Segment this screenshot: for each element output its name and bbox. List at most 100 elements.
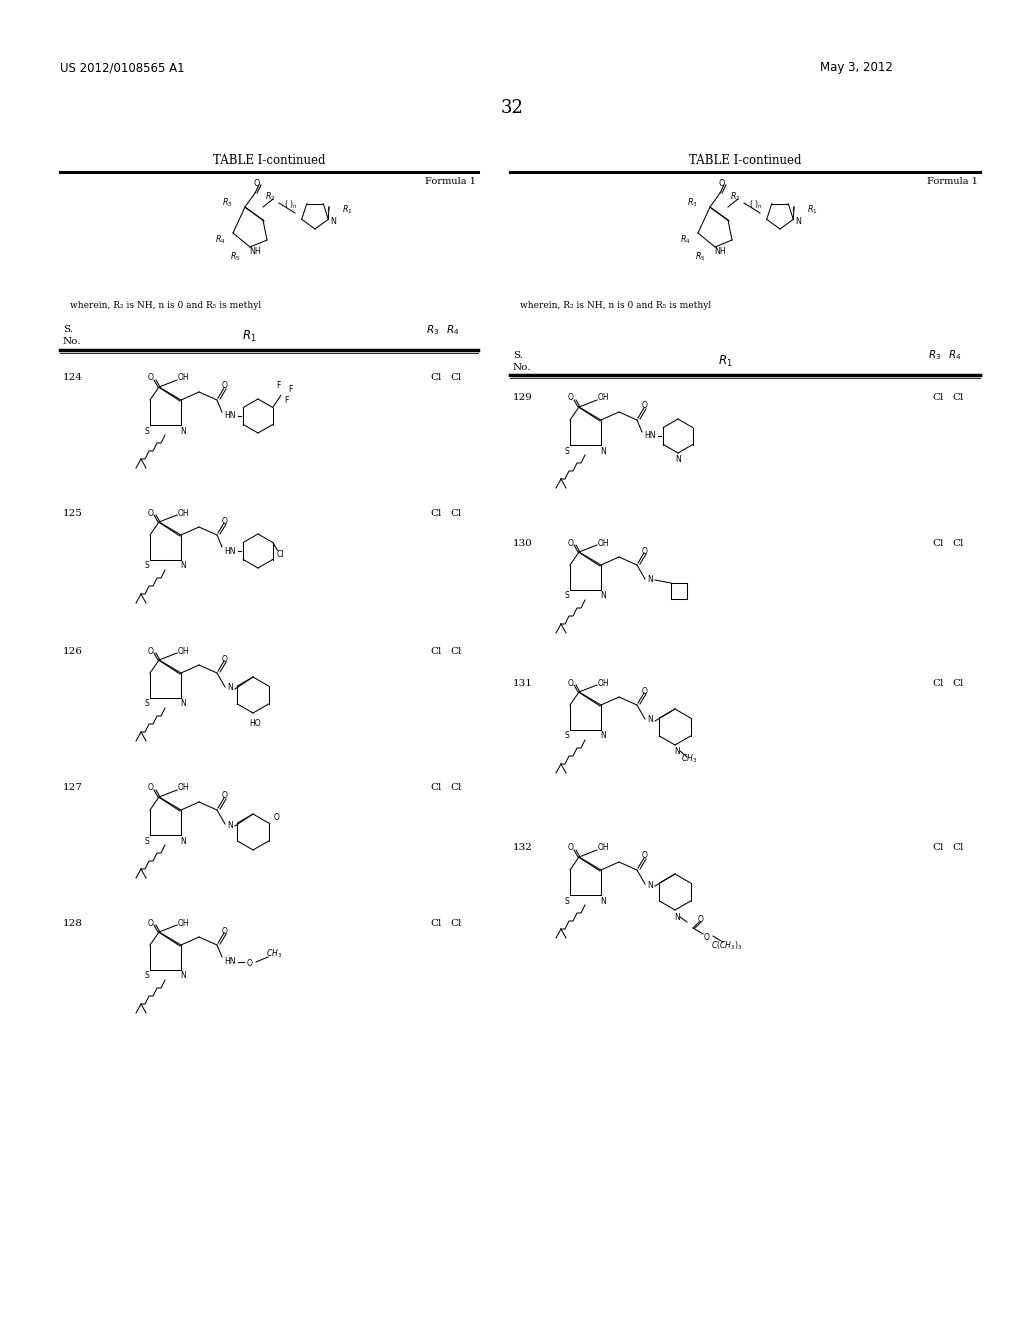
Text: TABLE I-continued: TABLE I-continued	[213, 153, 326, 166]
Text: N: N	[795, 216, 801, 226]
Text: O: O	[642, 686, 648, 696]
Text: $(\ )_n$: $(\ )_n$	[284, 199, 298, 211]
Text: F: F	[276, 381, 281, 389]
Text: O: O	[222, 516, 228, 525]
Text: $R_4$: $R_4$	[446, 323, 460, 337]
Text: N: N	[180, 426, 186, 436]
Text: $R_3$: $R_3$	[929, 348, 942, 362]
Text: Cl: Cl	[952, 393, 964, 403]
Text: F: F	[285, 396, 289, 405]
Text: S: S	[564, 896, 569, 906]
Text: O: O	[254, 178, 260, 187]
Text: 124: 124	[63, 374, 83, 383]
Text: N: N	[647, 880, 653, 890]
Text: O: O	[247, 958, 253, 968]
Text: HN: HN	[224, 957, 236, 966]
Text: O: O	[273, 813, 280, 822]
Text: S: S	[564, 446, 569, 455]
Text: S: S	[564, 731, 569, 741]
Text: OH: OH	[177, 647, 188, 656]
Text: $CH_3$: $CH_3$	[681, 752, 697, 766]
Text: O: O	[719, 178, 725, 187]
Text: Cl: Cl	[430, 784, 441, 792]
Text: O: O	[642, 546, 648, 556]
Text: $R_1$: $R_1$	[242, 329, 256, 343]
Text: N: N	[180, 837, 186, 846]
Text: Cl: Cl	[450, 919, 462, 928]
Text: $CH_3$: $CH_3$	[266, 948, 282, 960]
Text: Cl: Cl	[450, 508, 462, 517]
Text: HN: HN	[224, 412, 236, 421]
Text: NH: NH	[249, 247, 261, 256]
Text: No.: No.	[63, 338, 82, 346]
Text: Cl: Cl	[932, 678, 943, 688]
Text: N: N	[227, 821, 232, 829]
Text: N: N	[647, 576, 653, 585]
Text: N: N	[600, 896, 606, 906]
Text: US 2012/0108565 A1: US 2012/0108565 A1	[60, 62, 184, 74]
Text: N: N	[647, 715, 653, 725]
Text: Cl: Cl	[952, 678, 964, 688]
Text: O: O	[642, 851, 648, 861]
Text: N: N	[600, 446, 606, 455]
Text: O: O	[698, 916, 703, 924]
Text: $R_4$: $R_4$	[215, 234, 225, 247]
Text: Cl: Cl	[430, 374, 441, 383]
Text: O: O	[705, 932, 710, 941]
Text: 125: 125	[63, 508, 83, 517]
Text: O: O	[568, 843, 573, 853]
Text: Cl: Cl	[430, 647, 441, 656]
Text: $R_1$: $R_1$	[342, 203, 352, 216]
Text: F: F	[289, 385, 293, 393]
Text: May 3, 2012: May 3, 2012	[820, 62, 893, 74]
Text: Formula 1: Formula 1	[425, 177, 476, 186]
Text: O: O	[148, 374, 154, 383]
Text: Cl: Cl	[932, 843, 943, 853]
Text: N: N	[180, 972, 186, 981]
Text: OH: OH	[177, 508, 188, 517]
Text: Cl: Cl	[952, 843, 964, 853]
Text: S: S	[564, 591, 569, 601]
Text: O: O	[568, 393, 573, 403]
Text: S.: S.	[63, 326, 73, 334]
Text: S: S	[144, 561, 150, 570]
Text: OH: OH	[177, 919, 188, 928]
Text: N: N	[600, 591, 606, 601]
Text: OH: OH	[597, 393, 609, 403]
Text: $R_3$: $R_3$	[221, 197, 232, 210]
Text: HO: HO	[249, 718, 261, 727]
Text: Cl: Cl	[276, 550, 285, 558]
Text: HN: HN	[224, 546, 236, 556]
Text: $R_2$: $R_2$	[265, 191, 275, 203]
Text: $R_3$: $R_3$	[426, 323, 439, 337]
Text: $C(CH_3)_3$: $C(CH_3)_3$	[712, 940, 742, 952]
Text: 126: 126	[63, 647, 83, 656]
Text: 130: 130	[513, 539, 532, 548]
Text: 132: 132	[513, 843, 532, 853]
Text: OH: OH	[597, 843, 609, 853]
Text: $R_1$: $R_1$	[718, 354, 732, 368]
Text: N: N	[675, 454, 681, 463]
Text: O: O	[222, 927, 228, 936]
Text: HN: HN	[644, 432, 655, 441]
Text: Cl: Cl	[430, 919, 441, 928]
Text: 127: 127	[63, 784, 83, 792]
Text: N: N	[180, 561, 186, 570]
Text: Cl: Cl	[450, 374, 462, 383]
Text: O: O	[148, 919, 154, 928]
Text: O: O	[222, 655, 228, 664]
Text: wherein, R₂ is NH, n is 0 and R₅ is methyl: wherein, R₂ is NH, n is 0 and R₅ is meth…	[520, 301, 711, 309]
Text: OH: OH	[177, 784, 188, 792]
Text: 32: 32	[501, 99, 523, 117]
Text: N: N	[674, 912, 680, 921]
Text: S.: S.	[513, 351, 523, 359]
Text: OH: OH	[177, 374, 188, 383]
Text: Cl: Cl	[450, 784, 462, 792]
Text: O: O	[568, 678, 573, 688]
Text: Cl: Cl	[430, 508, 441, 517]
Text: NH: NH	[714, 247, 726, 256]
Text: wherein, R₂ is NH, n is 0 and R₅ is methyl: wherein, R₂ is NH, n is 0 and R₅ is meth…	[70, 301, 261, 309]
Text: O: O	[222, 381, 228, 391]
Text: N: N	[227, 684, 232, 693]
Text: O: O	[148, 784, 154, 792]
